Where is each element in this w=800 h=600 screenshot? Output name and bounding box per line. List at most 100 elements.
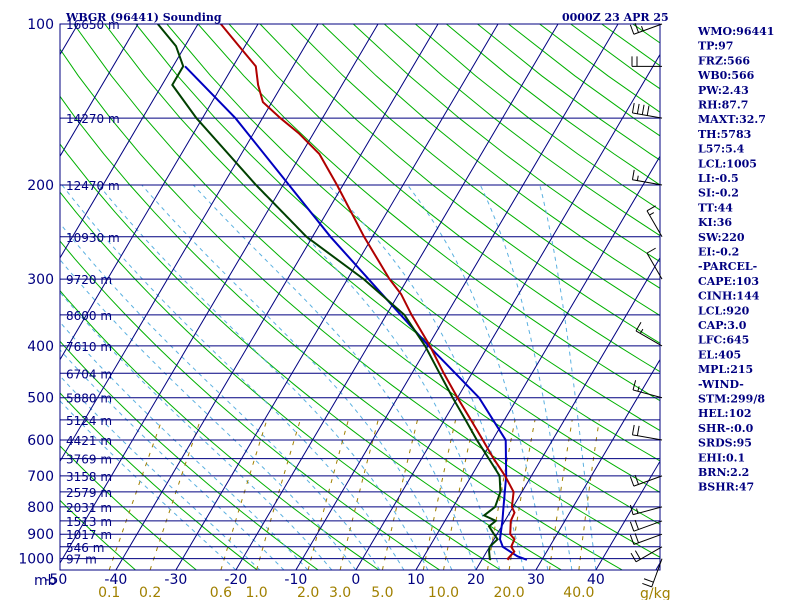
mixing-ratio-label: 10.0 bbox=[428, 585, 459, 600]
index-entry: CAPE:103 bbox=[698, 275, 759, 288]
mixing-ratio-line bbox=[220, 419, 268, 570]
temp-tick-label: -30 bbox=[164, 572, 187, 588]
temp-tick-label: -10 bbox=[284, 572, 307, 588]
moist-adiabat bbox=[60, 375, 261, 570]
barb-half-flag bbox=[637, 386, 640, 392]
temp-tick-label: 40 bbox=[587, 572, 605, 588]
barb-flag bbox=[646, 105, 650, 116]
temp-tick-label: 30 bbox=[527, 572, 545, 588]
dry-adiabat bbox=[60, 143, 562, 570]
moist-adiabat bbox=[254, 184, 501, 570]
dry-adiabat bbox=[321, 24, 660, 289]
barb-flag bbox=[634, 550, 641, 560]
mixing-ratio-label: 40.0 bbox=[563, 585, 594, 600]
isotherm bbox=[595, 460, 660, 570]
isotherm bbox=[475, 256, 660, 570]
index-entry: PW:2.43 bbox=[698, 84, 749, 97]
barb-half-flag bbox=[636, 175, 639, 181]
mixing-ratio-label: 20.0 bbox=[494, 585, 525, 600]
index-entry: TP:97 bbox=[698, 40, 733, 53]
pressure-label: 1000 bbox=[18, 552, 54, 568]
temp-tick-label: 0 bbox=[351, 572, 360, 588]
mixing-ratio-label: 0.1 bbox=[98, 585, 120, 600]
barb-half-flag bbox=[636, 508, 639, 514]
temperature-trace bbox=[220, 24, 516, 561]
dry-adiabat bbox=[60, 392, 258, 570]
height-label: 10930 m bbox=[66, 231, 120, 245]
temp-tick-label: -40 bbox=[104, 572, 127, 588]
barb-flag bbox=[629, 504, 634, 515]
dry-adiabat bbox=[60, 48, 660, 558]
height-label: 3769 m bbox=[66, 453, 112, 467]
dry-adiabat bbox=[352, 24, 660, 263]
mixing-ratio-line bbox=[108, 419, 163, 570]
wind-barb bbox=[631, 424, 663, 441]
moist-adiabat bbox=[60, 258, 357, 570]
isotherm bbox=[60, 24, 319, 463]
barb-flag bbox=[642, 582, 652, 588]
barb-flag bbox=[629, 476, 635, 487]
barb-flag bbox=[641, 104, 645, 115]
index-entry: SW:220 bbox=[698, 231, 745, 244]
moist-adiabat bbox=[60, 222, 381, 570]
profiles bbox=[157, 24, 528, 561]
index-entry: EL:405 bbox=[698, 348, 741, 361]
mixing-ratio-label: 0.2 bbox=[139, 585, 161, 600]
mixing-ratio-label: 1.0 bbox=[245, 585, 267, 600]
height-label: 5880 m bbox=[66, 392, 112, 406]
dry-adiabat bbox=[60, 340, 319, 570]
moist-adiabat bbox=[60, 400, 237, 570]
height-label: 2579 m bbox=[66, 486, 112, 500]
wind-barb bbox=[629, 504, 663, 516]
height-label: 6704 m bbox=[66, 367, 112, 381]
isotherm bbox=[60, 24, 259, 361]
mixing-ratio-line bbox=[381, 419, 418, 570]
isotherm bbox=[60, 24, 379, 564]
dry-adiabat bbox=[60, 499, 136, 570]
wind-barb bbox=[642, 558, 663, 588]
isotherm bbox=[535, 358, 660, 570]
barb-half-flag bbox=[641, 25, 644, 32]
barb-staff bbox=[646, 252, 663, 280]
index-entry: -WIND- bbox=[698, 378, 744, 391]
height-label: 16650 m bbox=[66, 18, 120, 32]
moist-adiabat bbox=[141, 184, 453, 570]
pressure-label: 500 bbox=[27, 391, 54, 407]
index-entry: CAP:3.0 bbox=[698, 319, 747, 332]
dry-adiabat bbox=[60, 240, 440, 570]
pressure-label: 600 bbox=[27, 433, 54, 449]
dewpoint-trace bbox=[157, 24, 502, 561]
index-entry: STM:299/8 bbox=[698, 393, 765, 406]
height-label: 546 m bbox=[66, 541, 104, 555]
index-entry: MAXT:32.7 bbox=[698, 113, 766, 126]
wind-barb bbox=[646, 247, 663, 280]
height-label: 7610 m bbox=[66, 340, 112, 354]
barb-staff bbox=[632, 179, 663, 186]
wind-barb bbox=[632, 380, 663, 399]
index-entry: TH:5783 bbox=[698, 128, 751, 141]
height-label: 8600 m bbox=[66, 309, 112, 323]
wind-barb bbox=[631, 56, 662, 67]
barb-flag bbox=[630, 552, 637, 563]
index-entry: KI:36 bbox=[698, 216, 732, 229]
mixing-ratio-label: 2.0 bbox=[297, 585, 319, 600]
mixing-ratio-line bbox=[339, 419, 379, 570]
moist-adiabat bbox=[539, 184, 597, 570]
mixing-ratio-label: 5.0 bbox=[371, 585, 393, 600]
index-entry: SHR-:0.0 bbox=[698, 422, 754, 435]
barb-flag bbox=[636, 103, 640, 114]
barb-half-flag bbox=[639, 328, 644, 334]
height-label: 5124 m bbox=[66, 414, 112, 428]
temp-tick-label: -50 bbox=[44, 572, 67, 588]
isotherm bbox=[355, 53, 660, 570]
dry-adiabat bbox=[104, 24, 660, 493]
x-unit-label: mb bbox=[34, 573, 57, 589]
wind-barb bbox=[629, 519, 663, 532]
index-entry: TT:44 bbox=[698, 201, 733, 214]
height-label: 14270 m bbox=[66, 112, 120, 126]
index-entry: BSHR:47 bbox=[698, 481, 754, 494]
dry-adiabat bbox=[166, 24, 660, 432]
